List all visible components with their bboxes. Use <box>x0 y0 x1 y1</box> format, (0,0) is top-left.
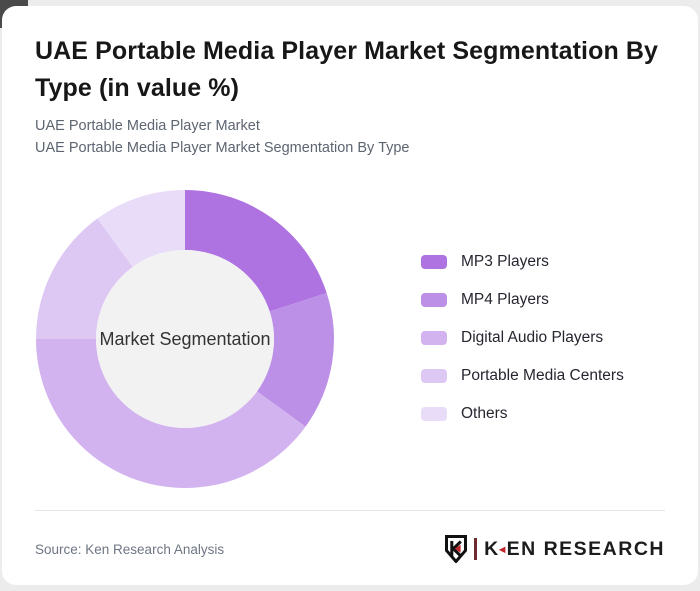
ken-research-logo: K ◄ EN RESEARCH <box>444 533 665 565</box>
logo-text-k: K <box>484 537 500 560</box>
chart-card: UAE Portable Media Player Market Segment… <box>2 6 698 585</box>
donut-segments <box>36 190 334 488</box>
subtitle-line-2: UAE Portable Media Player Market Segment… <box>35 139 410 156</box>
chart-legend: MP3 Players MP4 Players Digital Audio Pl… <box>421 253 624 444</box>
legend-item-digital-audio-players: Digital Audio Players <box>421 329 624 346</box>
legend-swatch-others <box>421 407 447 421</box>
donut-center-label: Market Segmentation <box>99 329 270 349</box>
legend-swatch-mp3-players <box>421 255 447 269</box>
legend-swatch-portable-media-centers <box>421 369 447 383</box>
footer-divider <box>35 510 665 511</box>
legend-label: MP3 Players <box>461 253 549 270</box>
legend-item-mp4-players: MP4 Players <box>421 291 624 308</box>
legend-item-others: Others <box>421 405 624 422</box>
legend-item-mp3-players: MP3 Players <box>421 253 624 270</box>
logo-text: K ◄ EN RESEARCH <box>484 538 665 561</box>
donut-segment-1 <box>257 292 334 427</box>
logo-shield-icon <box>445 535 468 563</box>
donut-chart-area: Market Segmentation <box>35 189 335 489</box>
subtitle-line-1: UAE Portable Media Player Market <box>35 118 260 134</box>
page-title: UAE Portable Media Player Market Segment… <box>35 37 659 102</box>
legend-label: Digital Audio Players <box>461 329 604 346</box>
legend-label: Others <box>461 405 508 422</box>
donut-segment-2 <box>36 339 306 488</box>
logo-separator <box>474 538 478 560</box>
donut-segment-4 <box>97 190 185 267</box>
logo-arrow-icon: ◄ <box>496 543 508 556</box>
legend-swatch-digital-audio-players <box>421 331 447 345</box>
legend-label: MP4 Players <box>461 291 549 308</box>
legend-item-portable-media-centers: Portable Media Centers <box>421 367 624 384</box>
donut-segment-0 <box>185 190 327 312</box>
donut-chart: Market Segmentation <box>36 190 334 488</box>
donut-segment-3 <box>36 218 133 339</box>
legend-swatch-mp4-players <box>421 293 447 307</box>
logo-text-rest: EN RESEARCH <box>506 537 665 560</box>
chart-subtitles: UAE Portable Media Player Market UAE Por… <box>35 116 410 159</box>
legend-label: Portable Media Centers <box>461 367 624 384</box>
donut-center-circle <box>96 250 274 428</box>
source-text: Source: Ken Research Analysis <box>35 542 225 557</box>
